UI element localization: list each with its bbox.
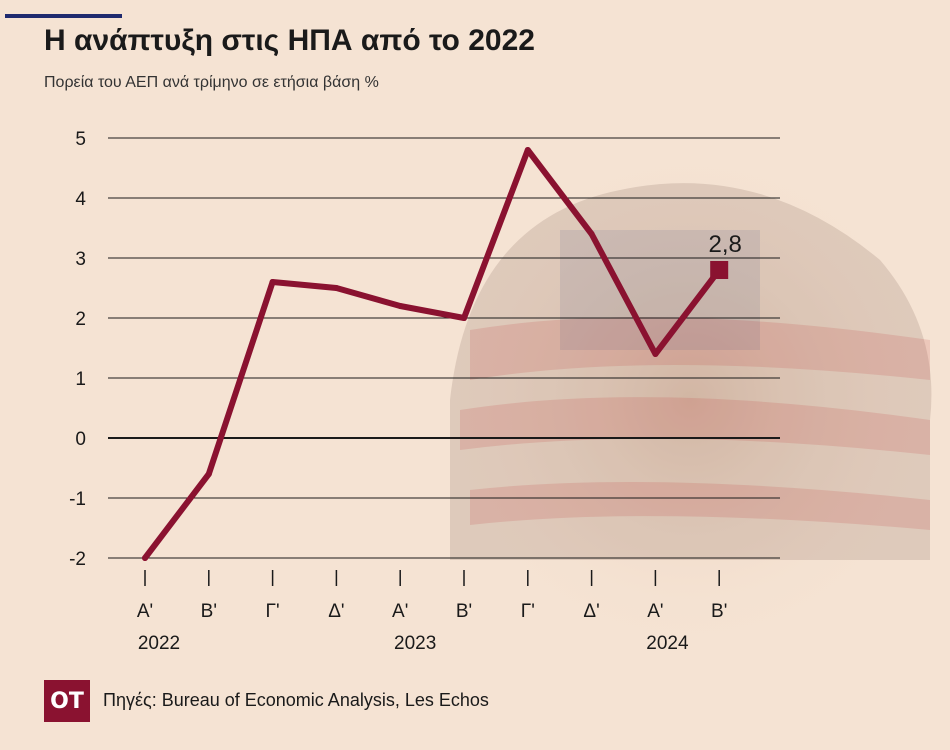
x-tick-label: Β' xyxy=(201,601,217,622)
y-tick-label: 4 xyxy=(75,189,86,210)
year-label: 2023 xyxy=(394,633,436,654)
x-tick-label: Α' xyxy=(392,601,408,622)
data-label: 2,8 xyxy=(709,231,742,258)
x-tick-label: Β' xyxy=(711,601,727,622)
x-tick-label: Α' xyxy=(137,601,153,622)
y-tick-label: 0 xyxy=(75,429,86,450)
year-label: 2022 xyxy=(138,633,180,654)
source-note: Πηγές: Bureau of Economic Analysis, Les … xyxy=(103,690,489,710)
y-tick-label: 5 xyxy=(75,129,86,150)
data-point xyxy=(333,285,340,291)
accent-line xyxy=(5,14,122,18)
ot-logo: OT xyxy=(44,680,90,722)
data-point xyxy=(205,471,212,477)
data-point xyxy=(588,231,595,237)
x-tick-label: Α' xyxy=(647,601,663,622)
data-point xyxy=(652,351,659,357)
chart-title: Η ανάπτυξη στις ΗΠΑ από το 2022 xyxy=(44,24,535,57)
data-point xyxy=(524,147,531,153)
x-tick-label: Δ' xyxy=(583,601,599,622)
data-point xyxy=(461,315,467,321)
x-tick-label: Β' xyxy=(456,601,472,622)
data-point xyxy=(269,279,276,285)
x-tick-label: Δ' xyxy=(328,601,344,622)
chart-subtitle: Πορεία του ΑΕΠ ανά τρίμηνο σε ετήσια βάσ… xyxy=(44,74,379,91)
data-point-end-marker xyxy=(710,261,729,279)
y-tick-label: 3 xyxy=(75,249,86,270)
x-tick-label: Γ' xyxy=(266,601,280,622)
y-tick-label: -1 xyxy=(69,489,86,510)
data-point xyxy=(142,555,148,561)
y-tick-label: -2 xyxy=(69,549,86,570)
data-point xyxy=(397,303,404,309)
background-flag-portrait xyxy=(430,140,950,660)
y-tick-label: 1 xyxy=(75,369,86,390)
y-tick-label: 2 xyxy=(75,309,86,330)
year-label: 2024 xyxy=(646,633,689,654)
gdp-growth-line xyxy=(142,147,723,561)
x-tick-label: Γ' xyxy=(521,601,535,622)
